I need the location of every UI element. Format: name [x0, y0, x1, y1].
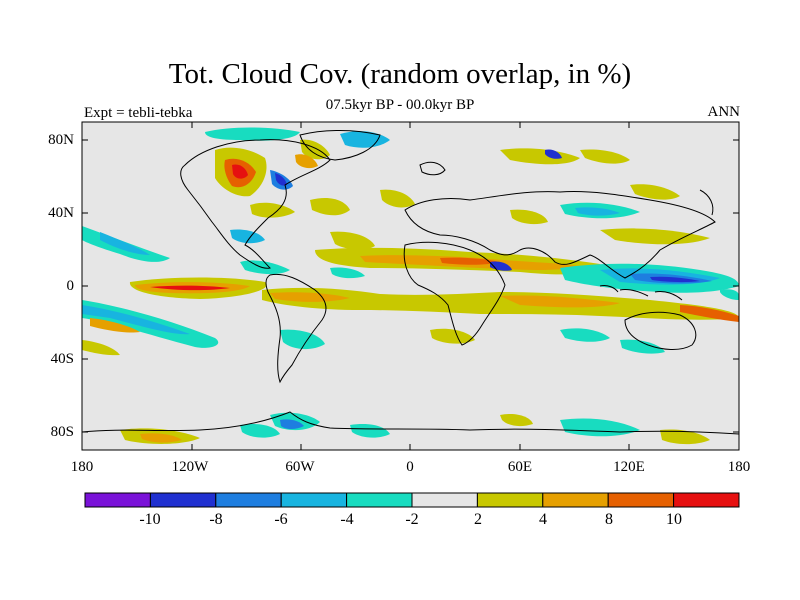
colorbar-swatch	[280, 492, 348, 508]
colorbar-swatch	[607, 492, 675, 508]
colorbar-swatch	[673, 492, 740, 508]
colorbar-label: -6	[274, 511, 288, 528]
colorbar-swatch	[542, 492, 609, 508]
lon-label-120w: 120W	[171, 459, 209, 475]
lat-label-40s: 40S	[50, 351, 74, 367]
lon-label-60w: 60W	[285, 459, 315, 475]
colorbar-swatch	[411, 492, 478, 508]
colorbar-label: 4	[539, 511, 547, 528]
colorbar-label: 10	[666, 511, 682, 528]
axis-ticks	[82, 122, 739, 450]
lon-label-180w: 180	[70, 459, 94, 475]
map-subtitle: 07.5kyr BP - 00.0kyr BP	[325, 97, 475, 113]
lon-label-120e: 120E	[613, 459, 645, 475]
colorbar-label: -4	[340, 511, 354, 528]
colorbar-swatch	[215, 492, 282, 508]
map-title: Tot. Cloud Cov. (random overlap, in %)	[168, 58, 632, 90]
colorbar	[84, 492, 740, 508]
colorbar-swatch	[346, 492, 413, 508]
colorbar-label: -2	[405, 511, 419, 528]
colorbar-label: 2	[474, 511, 482, 528]
colorbar-swatch	[149, 492, 217, 508]
lat-label-40n: 40N	[48, 205, 74, 221]
lat-label-80s: 80S	[50, 424, 74, 440]
lat-label-0: 0	[66, 278, 75, 294]
anomaly-field	[82, 127, 739, 445]
colorbar-swatch	[84, 492, 151, 508]
lon-label-180e: 180	[727, 459, 751, 475]
experiment-label: Expt = tebli-tebka	[84, 105, 193, 121]
colorbar-label: -8	[209, 511, 223, 528]
lon-label-60e: 60E	[507, 459, 533, 475]
period-label: ANN	[707, 104, 741, 120]
colorbar-swatch	[476, 492, 544, 508]
colorbar-label: 8	[605, 511, 613, 528]
lat-label-80n: 80N	[48, 132, 74, 148]
lon-label-0: 0	[406, 459, 414, 475]
coastlines	[82, 130, 739, 435]
colorbar-label: -10	[139, 511, 161, 528]
